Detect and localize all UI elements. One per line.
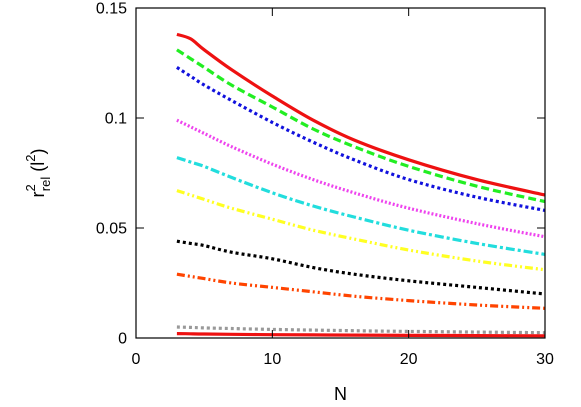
ticks-layer: 0 10 20 30 0 0.05 0.1 0.15 <box>96 1 554 369</box>
series-line-8 <box>176 272 546 310</box>
y-tick-label-2: 0.1 <box>105 111 127 128</box>
x-tick-label-3: 30 <box>536 351 554 368</box>
series-line-3 <box>176 66 546 212</box>
y-label-sub: rel <box>38 177 53 192</box>
y-tick-label-1: 0.05 <box>96 221 127 238</box>
y-label-base: r <box>28 191 48 197</box>
series-line-1 <box>176 32 546 197</box>
series-line-7 <box>176 239 546 296</box>
y-axis-label: r2rel (l2) <box>23 149 53 198</box>
y-tick-label-3: 0.15 <box>96 1 127 18</box>
series-line-5 <box>176 156 546 256</box>
series-line-6 <box>176 189 546 272</box>
series-line-9 <box>176 325 546 335</box>
x-tick-label-0: 0 <box>132 351 141 368</box>
y-label-unit-sup: 2 <box>23 155 38 162</box>
y-label-sup: 2 <box>23 184 38 191</box>
y-tick-label-0: 0 <box>118 331 127 348</box>
x-tick-label-1: 10 <box>263 351 281 368</box>
series-line-2 <box>176 48 546 204</box>
series-layer <box>176 32 546 338</box>
x-tick-label-2: 20 <box>400 351 418 368</box>
plot-frame <box>135 7 546 339</box>
x-axis-label: N <box>334 384 347 404</box>
series-line-10 <box>176 332 546 338</box>
series-line-4 <box>176 118 546 239</box>
y-label-unit-open: (l <box>28 162 48 177</box>
y-label-unit-close: ) <box>28 149 48 155</box>
